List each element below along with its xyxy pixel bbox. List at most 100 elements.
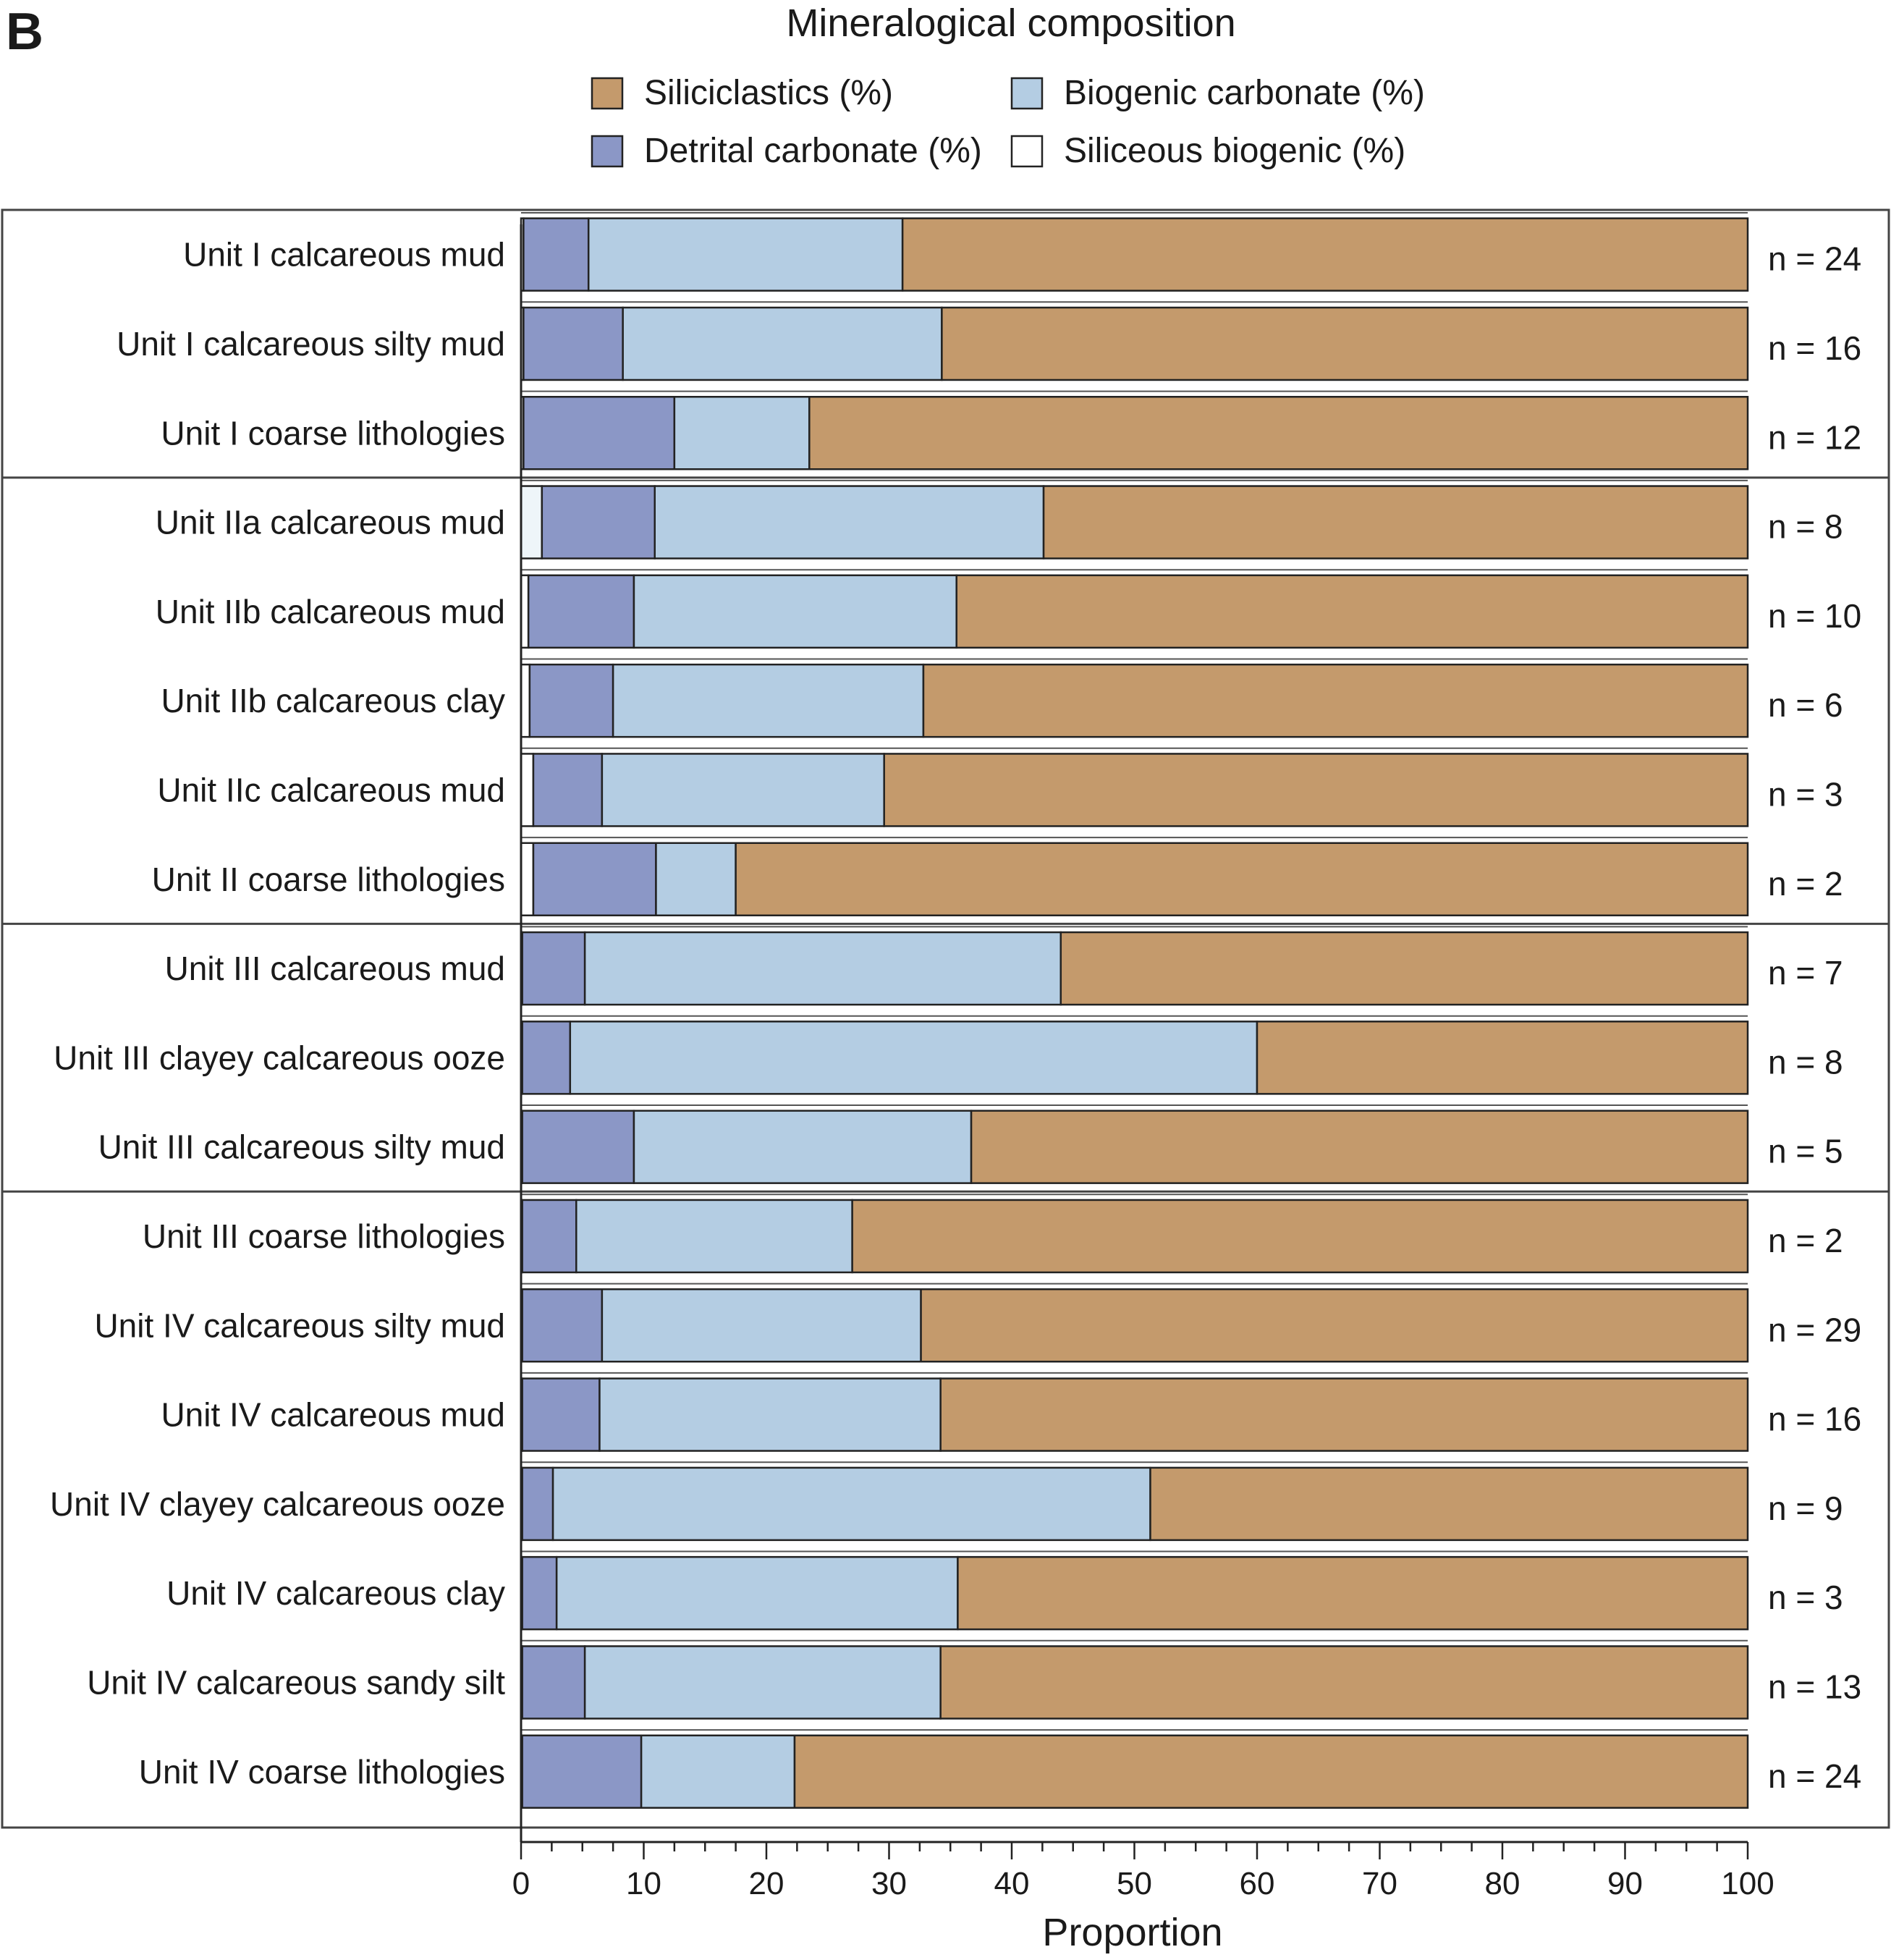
bar-segment xyxy=(922,663,1749,738)
bar-segment xyxy=(955,574,1749,649)
category-label: Unit IV calcareous clay xyxy=(166,1574,505,1612)
n-label: n = 7 xyxy=(1768,954,1843,992)
panel-label: B xyxy=(6,3,43,61)
sample-count-labels: n = 24 n = 16 n = 12 n = 8 n = 10 n = 6 n = 3 n… xyxy=(1768,240,1861,1795)
n-label: n = 8 xyxy=(1768,1043,1843,1081)
bar-segment xyxy=(521,931,586,1006)
bar-segment xyxy=(521,1466,554,1542)
category-label: Unit IIb calcareous mud xyxy=(156,593,505,630)
x-axis: 0 10 20 30 40 50 60 70 80 90 100 xyxy=(512,224,1774,1901)
bar-segment xyxy=(521,1645,586,1720)
n-label: n = 13 xyxy=(1768,1668,1861,1705)
bar-segment xyxy=(939,1377,1749,1452)
category-label: Unit II coarse lithologies xyxy=(152,861,505,898)
n-label: n = 8 xyxy=(1768,508,1843,546)
bar-segment xyxy=(520,842,535,916)
bar-segment xyxy=(575,1199,853,1274)
bar-segment xyxy=(528,663,614,738)
bar-segment xyxy=(583,931,1062,1006)
x-axis-label: Proportion xyxy=(1042,1911,1222,1954)
category-label: Unit IV coarse lithologies xyxy=(139,1753,505,1791)
legend-label-2: Detrital carbonate (%) xyxy=(644,132,982,170)
legend-label-3: Siliceous biogenic (%) xyxy=(1064,132,1405,170)
x-tick-label: 70 xyxy=(1362,1866,1397,1901)
legend-swatch-1 xyxy=(1010,77,1044,110)
x-tick-label: 50 xyxy=(1117,1866,1152,1901)
category-label: Unit IV calcareous sandy silt xyxy=(87,1663,505,1701)
n-label: n = 5 xyxy=(1768,1133,1843,1170)
category-label: Unit IIa calcareous mud xyxy=(156,504,505,541)
bar-segment xyxy=(901,217,1749,292)
n-label: n = 2 xyxy=(1768,1222,1843,1259)
bar-segment xyxy=(521,1288,604,1363)
x-tick-label: 60 xyxy=(1240,1866,1275,1901)
bar-segment xyxy=(941,306,1749,381)
bar-segment xyxy=(612,663,925,738)
n-label: n = 10 xyxy=(1768,597,1861,635)
bar-segment xyxy=(532,753,604,827)
legend-swatch-3 xyxy=(1010,135,1044,168)
bar-segment xyxy=(523,396,676,470)
category-label: Unit I calcareous silty mud xyxy=(117,325,505,363)
category-label: Unit I calcareous mud xyxy=(183,236,505,274)
category-label: Unit IIb calcareous clay xyxy=(161,682,505,719)
x-tick-label: 0 xyxy=(512,1866,530,1901)
bar-segment xyxy=(735,842,1749,916)
outer-frame xyxy=(1,208,1890,1829)
bar-segment xyxy=(673,396,811,470)
legend-label-1: Biogenic carbonate (%) xyxy=(1064,74,1425,112)
bar-segment xyxy=(851,1199,1749,1274)
x-tick-label: 80 xyxy=(1485,1866,1520,1901)
bar-segment xyxy=(622,306,943,381)
group-frames xyxy=(1,208,1890,1829)
bar-segment xyxy=(1149,1466,1749,1542)
bar-segment xyxy=(523,217,590,292)
n-label: n = 24 xyxy=(1768,1757,1861,1795)
bar-segment xyxy=(640,1734,796,1809)
bar-segment xyxy=(587,217,904,292)
legend-swatch-0 xyxy=(591,77,624,110)
category-label: Unit IV calcareous silty mud xyxy=(94,1306,505,1344)
bar-segment xyxy=(655,842,737,916)
bar-segment xyxy=(520,663,531,738)
bar-segment xyxy=(883,753,1749,827)
bar-segment xyxy=(939,1645,1749,1720)
bar-segment xyxy=(598,1377,942,1452)
bar-segment xyxy=(520,753,535,827)
n-label: n = 16 xyxy=(1768,329,1861,367)
category-label: Unit III coarse lithologies xyxy=(143,1217,505,1255)
category-label: Unit III clayey calcareous ooze xyxy=(54,1039,505,1076)
category-labels: Unit I calcareous mud Unit I calcareous s… xyxy=(50,236,505,1791)
category-label: Unit IV clayey calcareous ooze xyxy=(50,1485,505,1523)
n-label: n = 2 xyxy=(1768,865,1843,903)
bar-segment xyxy=(521,1021,572,1095)
n-label: n = 24 xyxy=(1768,240,1861,278)
bar-segment xyxy=(527,574,635,649)
x-tick-label: 20 xyxy=(749,1866,784,1901)
bar-segment xyxy=(532,842,657,916)
bar-segment xyxy=(569,1021,1258,1095)
chart-title: Mineralogical composition xyxy=(786,1,1235,45)
bar-segment xyxy=(541,485,656,559)
n-label: n = 3 xyxy=(1768,775,1843,813)
x-tick-label: 30 xyxy=(871,1866,907,1901)
bar-segment xyxy=(521,1377,601,1452)
bar-segment xyxy=(957,1555,1749,1631)
bar-segment xyxy=(521,1110,635,1184)
n-label: n = 3 xyxy=(1768,1579,1843,1616)
bar-segment xyxy=(520,574,530,649)
bar-segment xyxy=(1059,931,1749,1006)
x-tick-label: 40 xyxy=(994,1866,1030,1901)
legend-label-0: Siliciclastics (%) xyxy=(644,74,893,112)
n-label: n = 9 xyxy=(1768,1490,1843,1527)
bar-segment xyxy=(551,1466,1151,1542)
bar-segment xyxy=(601,1288,922,1363)
bar-segment xyxy=(521,1199,578,1274)
bar-segment xyxy=(920,1288,1749,1363)
bar-segment xyxy=(521,1734,643,1809)
bar-segment xyxy=(633,574,957,649)
bar-segment xyxy=(523,306,624,381)
bar-segment xyxy=(1042,485,1749,559)
bar-segment xyxy=(808,396,1749,470)
